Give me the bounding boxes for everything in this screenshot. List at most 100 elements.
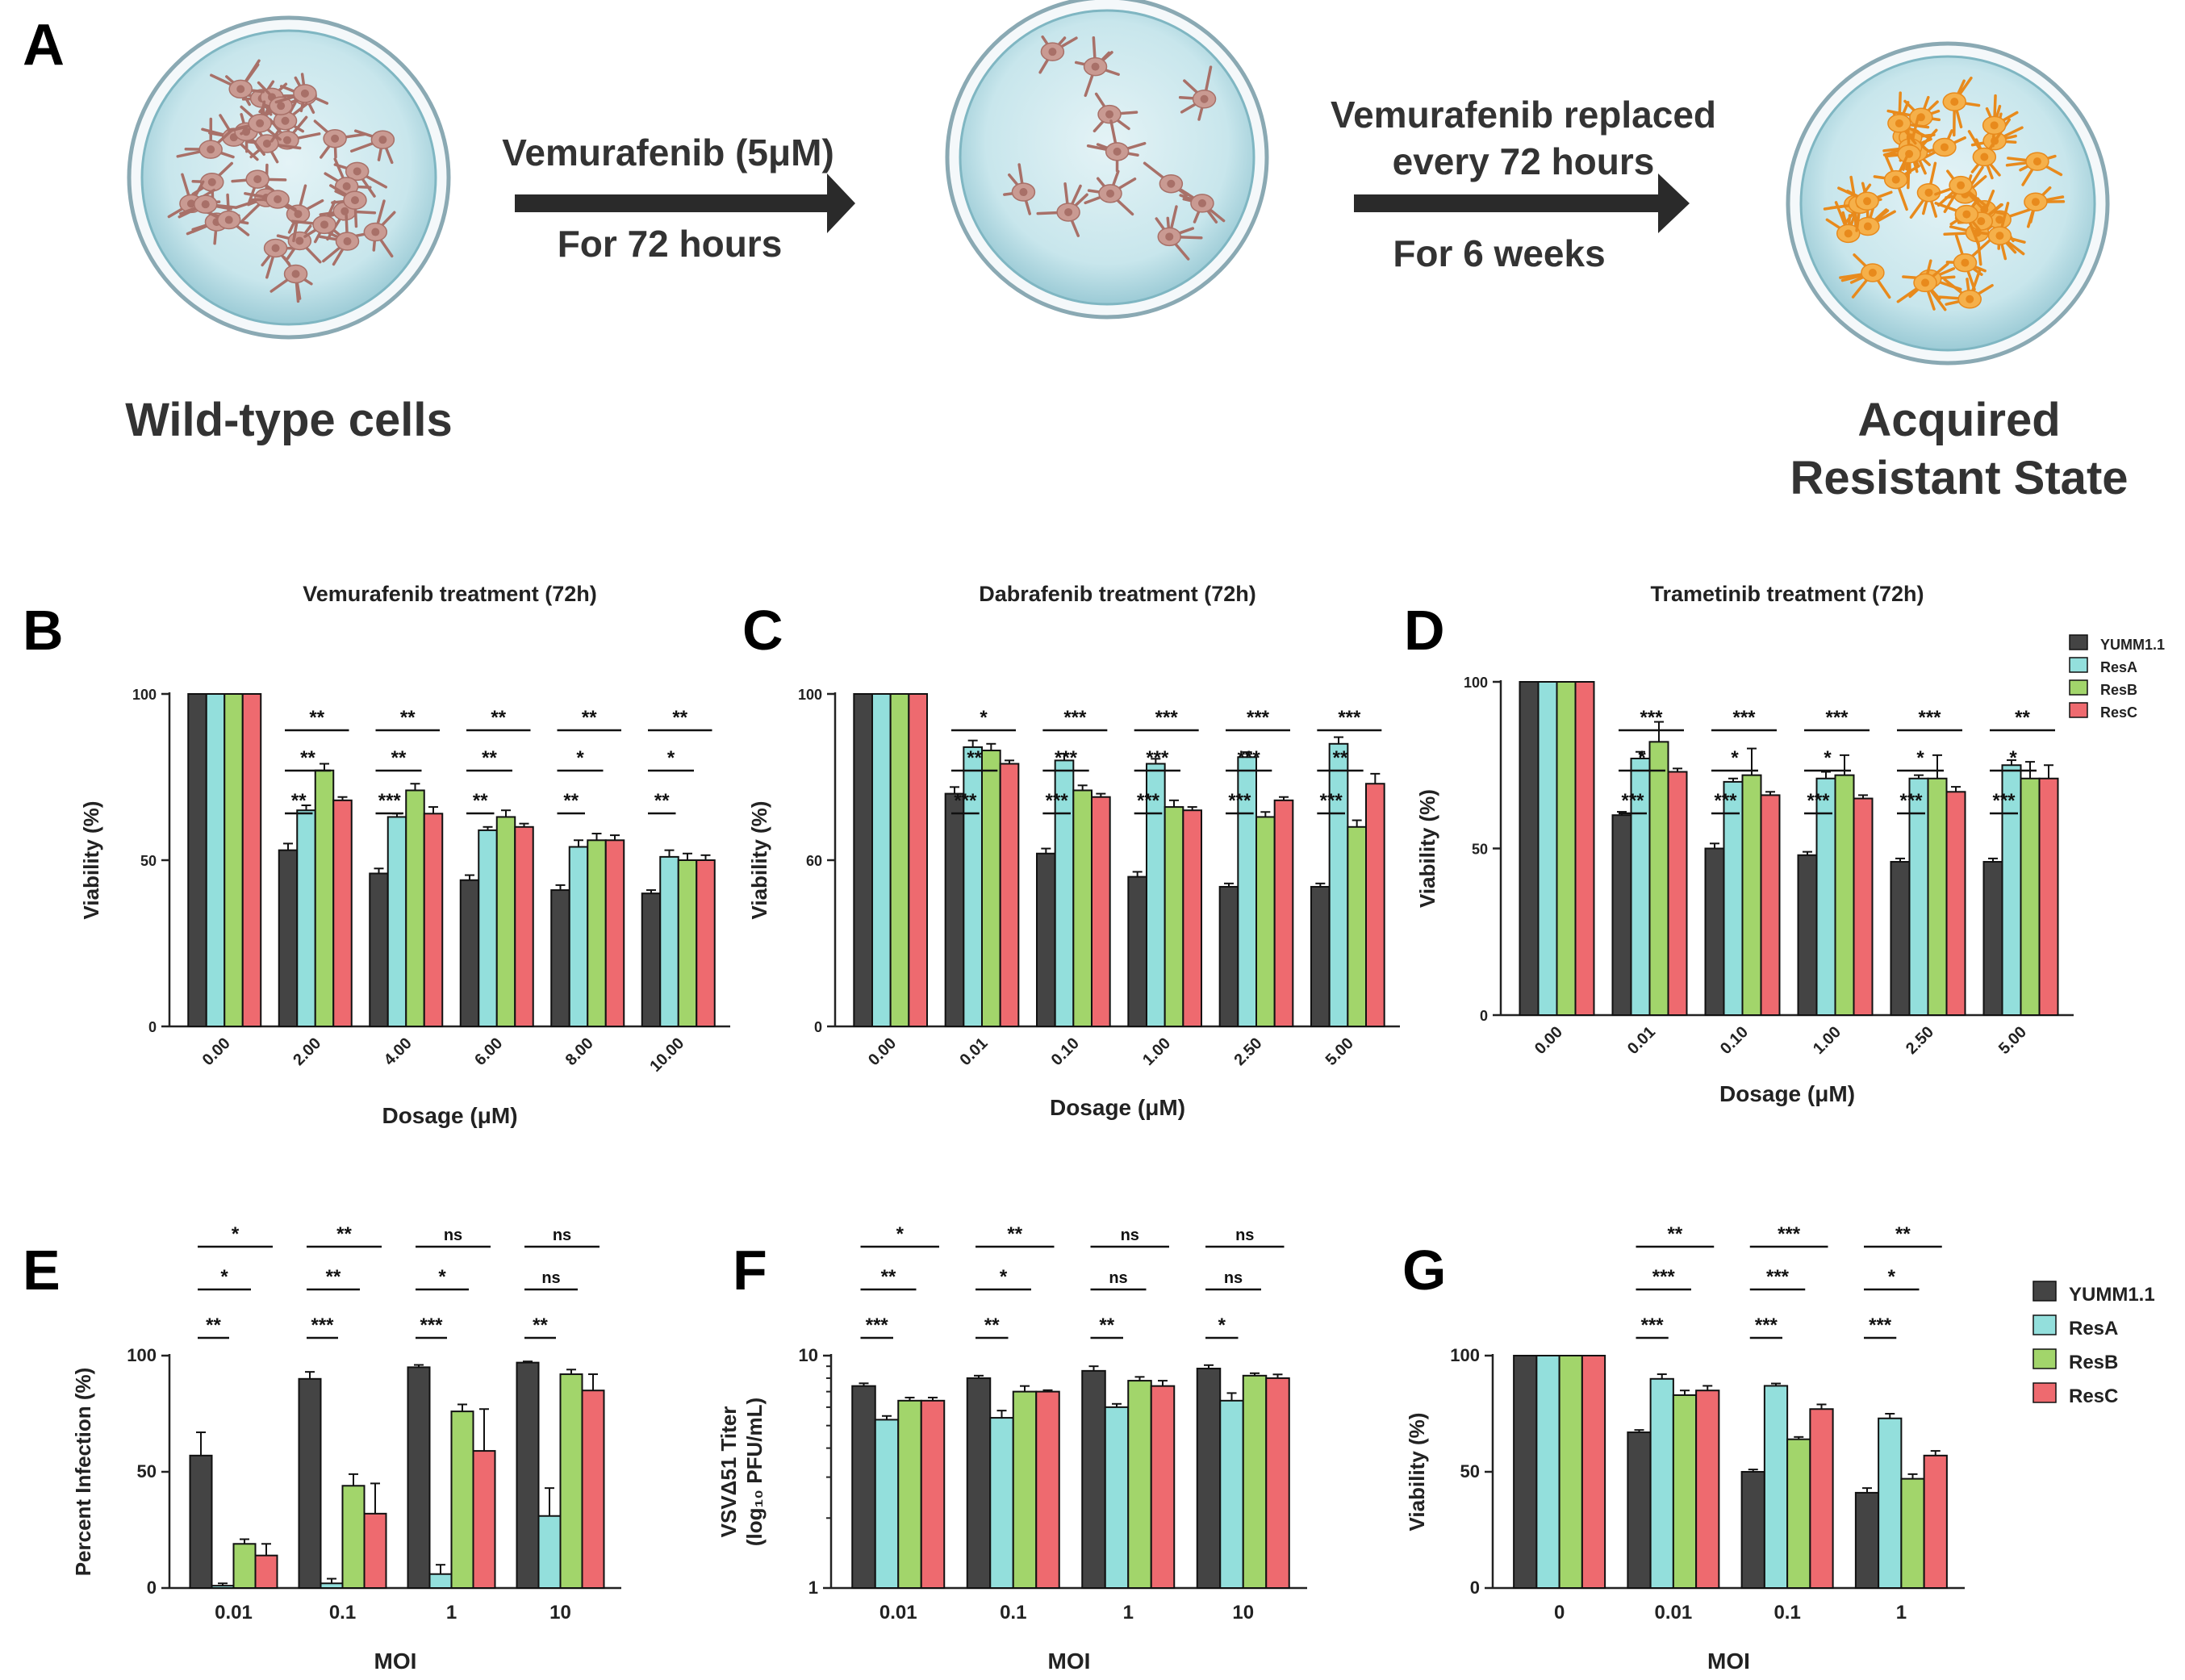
cell-icon [261, 238, 305, 279]
cell-icon [1942, 76, 1981, 137]
bar [1310, 885, 1331, 1027]
bar [386, 816, 407, 1027]
significance-label: ** [967, 747, 982, 769]
y-tick-label: 0 [1470, 1578, 1480, 1598]
cell-icon [1178, 65, 1217, 121]
cell-icon [1856, 198, 1896, 236]
panel-label: E [23, 1239, 61, 1302]
significance-label: ns [1109, 1269, 1127, 1287]
significance-label: * [896, 1223, 904, 1245]
panel-c-chart: C Dabrafenib treatment (72h) 0 60 100 Viabili… [742, 582, 1400, 1120]
x-axis-label: Dosage (μM) [382, 1103, 517, 1128]
significance-label: ** [206, 1314, 221, 1336]
legend-label: ResC [2100, 704, 2137, 721]
bar [889, 693, 910, 1027]
x-tick-label: 5.00 [1995, 1023, 2030, 1058]
significance-label: ** [563, 790, 579, 812]
panel-e-chart: E 0 50 100 Percent Infection (%) MOI 0.01 0.1 1 1… [23, 1223, 621, 1674]
significance-label: * [220, 1266, 228, 1288]
cell-icon [1945, 234, 1991, 291]
cell-icon [1086, 119, 1147, 173]
bar [1923, 1454, 1948, 1589]
bar [851, 1385, 876, 1589]
bar [559, 1373, 583, 1590]
cell-icon [350, 129, 395, 165]
significance-label: ** [672, 707, 687, 729]
significance-label: ** [1895, 1223, 1911, 1245]
significance-label: * [980, 707, 988, 729]
x-tick-label: 0.01 [1624, 1023, 1659, 1058]
significance-label: ns [1121, 1227, 1139, 1244]
bar [363, 1512, 387, 1589]
x-tick-label: 1 [446, 1602, 457, 1624]
legend-swatch [2033, 1348, 2057, 1369]
significance-label: ** [2015, 707, 2030, 729]
x-tick-label: 1.00 [1139, 1034, 1174, 1069]
significance-label: * [2009, 747, 2017, 769]
significance-label: ns [1224, 1269, 1243, 1287]
significance-label: *** [866, 1314, 889, 1336]
bar [1649, 1377, 1674, 1590]
bar [1627, 1431, 1652, 1590]
bar [989, 1417, 1014, 1589]
significance-label: ** [533, 1314, 548, 1336]
bar [1365, 783, 1385, 1027]
significance-label: * [232, 1223, 240, 1245]
bar [278, 849, 299, 1028]
chart-title: Dabrafenib treatment (72h) [979, 582, 1256, 606]
cell-icon [354, 199, 396, 258]
melanoma-cells-sparse [1003, 35, 1226, 261]
significance-label: *** [1766, 1266, 1790, 1288]
legend-swatch [2069, 679, 2088, 696]
bar [1834, 774, 1855, 1016]
bar [1723, 780, 1744, 1017]
legend-label: YUMM1.1 [2100, 637, 2165, 653]
significance-label: *** [1238, 747, 1261, 769]
y-tick-label: 10 [799, 1345, 818, 1365]
bar [1081, 1369, 1106, 1590]
cell-icon [1839, 253, 1891, 299]
bar [920, 1399, 946, 1590]
significance-label: ** [881, 1266, 896, 1288]
significance-label: *** [1063, 707, 1087, 729]
y-tick-label: 1 [808, 1578, 818, 1598]
bar [1535, 1355, 1560, 1589]
significance-label: *** [1918, 707, 1941, 729]
arrow-step2-head [1658, 173, 1690, 233]
bar [407, 1366, 431, 1590]
bar [296, 809, 316, 1027]
bar [1219, 1399, 1244, 1590]
x-tick-label: 10 [1232, 1602, 1254, 1624]
x-tick-label: 0.1 [1000, 1602, 1026, 1624]
bar [966, 1377, 992, 1589]
step1-drug-text: Vemurafenib (5μM) [502, 132, 834, 173]
significance-label: ** [309, 707, 324, 729]
x-tick-label: 2.50 [1230, 1034, 1265, 1069]
bar [495, 816, 516, 1027]
cell-icon [244, 190, 299, 214]
x-tick-label: 2.00 [290, 1034, 324, 1069]
significance-label: *** [1652, 1266, 1676, 1288]
significance-label: *** [1228, 790, 1251, 812]
arrow-step1-head [827, 173, 855, 233]
significance-label: *** [1825, 707, 1849, 729]
y-tick-label: 100 [132, 687, 157, 703]
cell-icon [1074, 36, 1120, 98]
panel-label: G [1402, 1239, 1446, 1302]
petri-dish-treated [945, 0, 1269, 320]
y-axis-label: Percent Infection (%) [71, 1368, 95, 1577]
x-tick-label: 2.50 [1903, 1023, 1937, 1058]
x-axis-label: MOI [1048, 1649, 1091, 1674]
x-tick-label: 0.00 [1531, 1023, 1566, 1058]
x-axis-label: Dosage (μM) [1719, 1081, 1855, 1106]
significance-label: ** [1007, 1223, 1022, 1245]
bar [874, 1419, 900, 1590]
bar [1104, 1406, 1130, 1590]
bar [1581, 1355, 1606, 1589]
significance-label: * [1731, 747, 1739, 769]
y-tick-label: 60 [806, 853, 822, 869]
significance-label: * [1218, 1314, 1226, 1336]
bar [1760, 794, 1781, 1016]
significance-label: * [1888, 1266, 1896, 1288]
